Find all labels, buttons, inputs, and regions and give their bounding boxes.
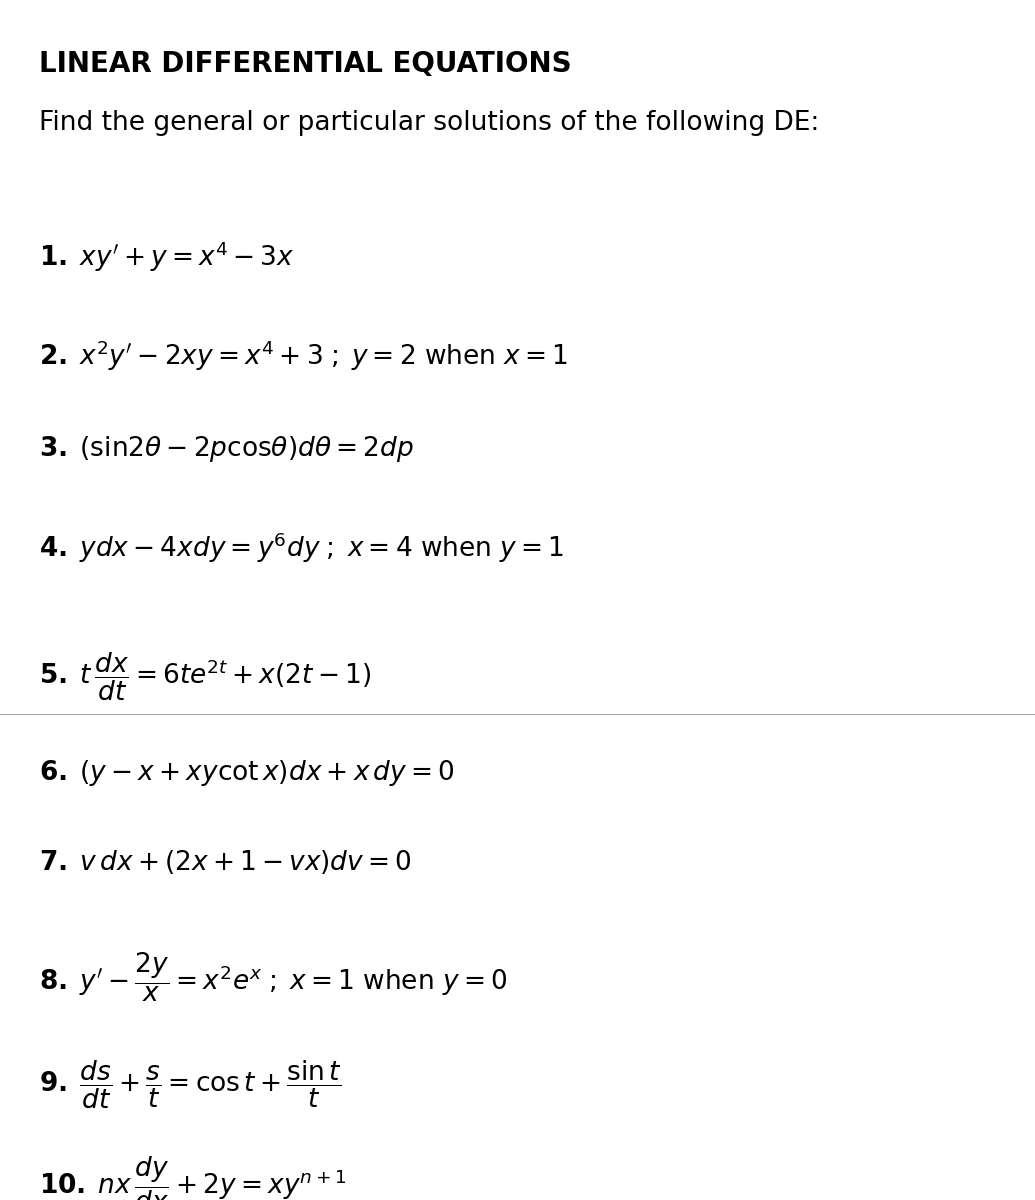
Text: $\mathbf{9.}\; \dfrac{ds}{dt} + \dfrac{s}{t} = \cos t + \dfrac{\sin t}{t}$: $\mathbf{9.}\; \dfrac{ds}{dt} + \dfrac{s… — [39, 1058, 343, 1111]
Text: $\mathbf{8.}\; y' - \dfrac{2y}{x} = x^2e^x\;; \;x = 1 \text{ when } y = 0$: $\mathbf{8.}\; y' - \dfrac{2y}{x} = x^2e… — [39, 950, 507, 1003]
Text: LINEAR DIFFERENTIAL EQUATIONS: LINEAR DIFFERENTIAL EQUATIONS — [39, 50, 572, 78]
Text: $\mathbf{5.}\; t\,\dfrac{dx}{dt} = 6te^{2t} + x(2t - 1)$: $\mathbf{5.}\; t\,\dfrac{dx}{dt} = 6te^{… — [39, 650, 372, 703]
Text: $\mathbf{10.}\; nx\,\dfrac{dy}{dx} + 2y = xy^{n+1}$: $\mathbf{10.}\; nx\,\dfrac{dy}{dx} + 2y … — [39, 1154, 347, 1200]
Text: $\mathbf{3.}\; (\mathrm{sin}2\theta - 2p\mathrm{cos}\theta)d\theta = 2dp$: $\mathbf{3.}\; (\mathrm{sin}2\theta - 2p… — [39, 434, 414, 464]
Text: $\mathbf{1.}\; xy' + y = x^4 - 3x$: $\mathbf{1.}\; xy' + y = x^4 - 3x$ — [39, 240, 295, 275]
Text: $\mathbf{7.}\; v\,dx + (2x + 1 - vx)dv = 0$: $\mathbf{7.}\; v\,dx + (2x + 1 - vx)dv =… — [39, 848, 412, 876]
Text: Find the general or particular solutions of the following DE:: Find the general or particular solutions… — [39, 110, 820, 137]
Text: $\mathbf{2.}\; x^2y' - 2xy = x^4 + 3\;; \;y = 2 \text{ when } x = 1$: $\mathbf{2.}\; x^2y' - 2xy = x^4 + 3\;; … — [39, 338, 568, 373]
Text: $\mathbf{6.}\; (y - x + xy\cot x)dx + x\,dy = 0$: $\mathbf{6.}\; (y - x + xy\cot x)dx + x\… — [39, 758, 455, 788]
Text: $\mathbf{4.}\; ydx - 4xdy = y^6dy\;; \;x = 4 \text{ when } y = 1$: $\mathbf{4.}\; ydx - 4xdy = y^6dy\;; \;x… — [39, 530, 564, 565]
